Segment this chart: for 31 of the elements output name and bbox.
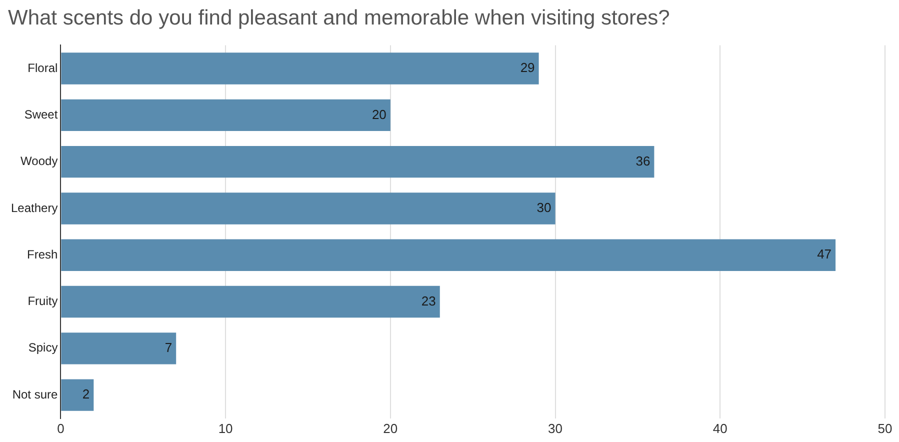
- y-tick-label: Fruity: [28, 294, 58, 308]
- bar: [61, 379, 94, 411]
- y-tick-label: Fresh: [27, 247, 58, 262]
- bar: [61, 52, 539, 84]
- data-label: 2: [82, 386, 90, 402]
- y-tick-label: Leathery: [10, 200, 58, 215]
- bar: [61, 99, 390, 132]
- y-tick-label: Woody: [20, 154, 58, 168]
- bar: [61, 192, 556, 224]
- x-tick-label: 20: [383, 420, 398, 436]
- bar: [61, 286, 440, 318]
- bar: [61, 239, 836, 271]
- y-tick-label: Spicy: [28, 340, 58, 355]
- x-tick-label: 40: [712, 420, 728, 436]
- x-tick-label: 0: [57, 420, 64, 436]
- y-tick-label: Sweet: [24, 107, 58, 122]
- x-tick-label: 30: [548, 420, 563, 436]
- data-label: 36: [636, 153, 650, 168]
- data-label: 47: [817, 246, 832, 262]
- data-label: 30: [536, 200, 552, 216]
- x-tick-label: 10: [218, 420, 233, 436]
- chart-title: What scents do you find pleasant and memorable when visiting stores?: [8, 6, 670, 30]
- bar: [61, 332, 176, 364]
- data-label: 23: [421, 293, 436, 308]
- data-label: 29: [520, 60, 535, 76]
- y-tick-label: Floral: [28, 60, 58, 75]
- y-tick-label: Not sure: [12, 387, 58, 402]
- data-label: 7: [164, 340, 172, 356]
- data-label: 20: [372, 106, 386, 122]
- x-tick-label: 50: [878, 420, 892, 436]
- bar: [61, 146, 654, 178]
